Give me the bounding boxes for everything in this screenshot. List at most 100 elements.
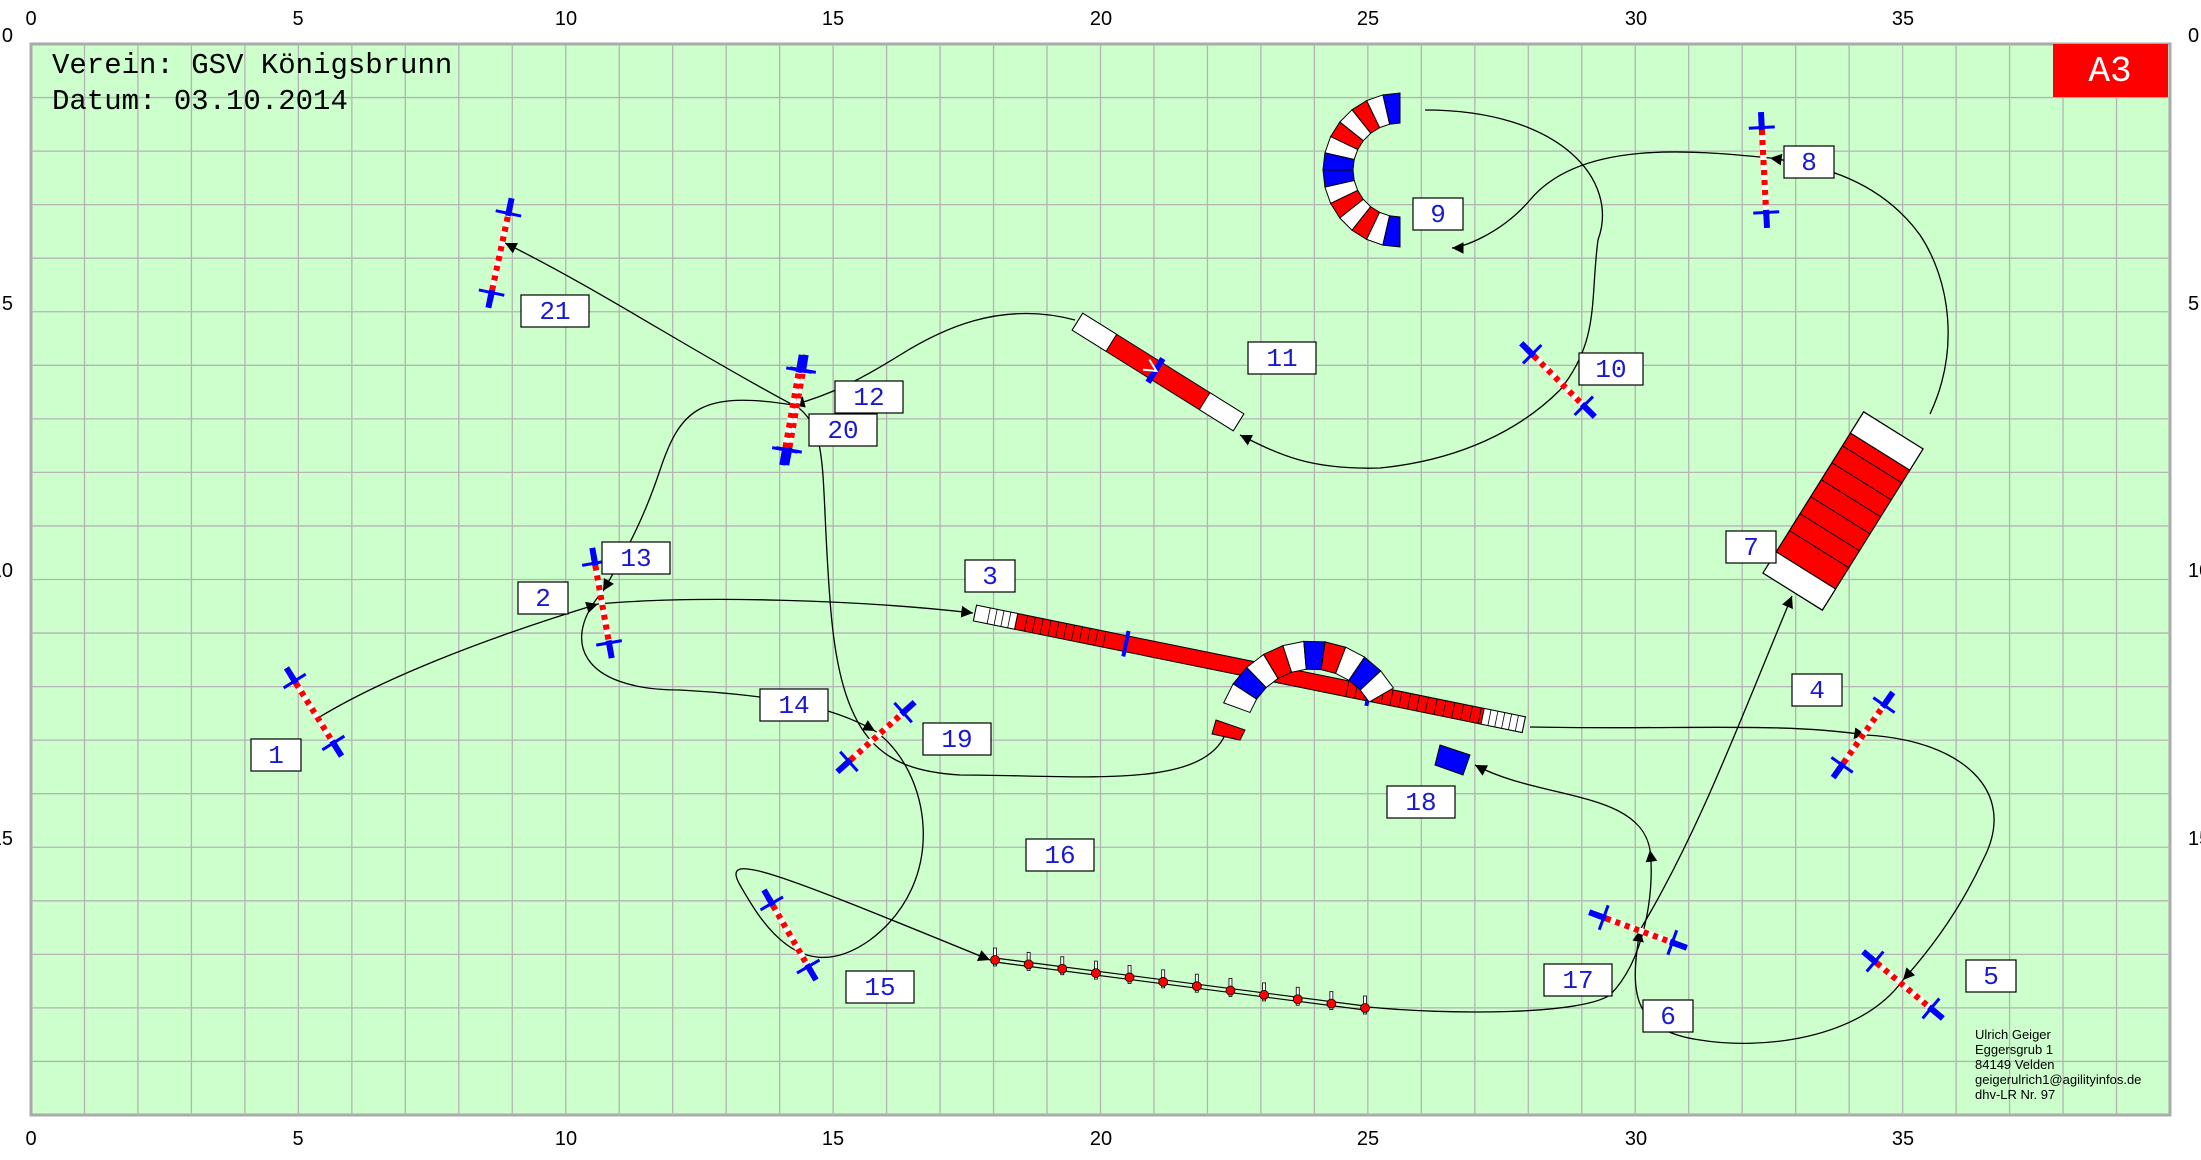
y-tick: 5	[2, 293, 13, 315]
x-axis-top: 0 5 10 15 20 25 30 35	[25, 8, 1914, 30]
path-18-19	[794, 404, 1226, 778]
author-city: 84149 Velden	[1975, 1057, 2055, 1072]
obstacle-number: 1	[268, 741, 284, 771]
obstacle-number: 12	[853, 383, 884, 413]
x-tick: 15	[822, 1128, 844, 1150]
y-tick: 0	[2, 25, 13, 47]
obstacle-label: 17	[1543, 963, 1613, 997]
hurdle	[1861, 949, 1945, 1021]
hurdle	[282, 666, 346, 758]
x-tick: 25	[1357, 8, 1379, 30]
obstacle-number: 20	[827, 416, 858, 446]
tunnel-segment	[1359, 670, 1395, 703]
x-tick: 20	[1090, 1128, 1112, 1150]
obstacle-label: 9	[1412, 197, 1464, 231]
hurdle	[478, 197, 522, 309]
x-tick: 30	[1625, 1128, 1647, 1150]
hurdle	[1830, 690, 1896, 780]
tunnel-9	[1322, 92, 1401, 248]
y-tick: 15	[2188, 828, 2201, 850]
obstacle-label: 11	[1247, 341, 1317, 375]
path-1-2	[317, 601, 599, 719]
y-tick: 5	[2188, 293, 2199, 315]
handler-path	[317, 109, 1995, 1044]
hurdle	[759, 888, 821, 982]
obstacle-label: 20	[808, 413, 878, 447]
obstacle-number: 6	[1660, 1002, 1676, 1032]
obstacle-number: 13	[620, 544, 651, 574]
obstacle-16-weave	[990, 947, 1370, 1015]
x-tick: 25	[1357, 1128, 1379, 1150]
x-tick: 0	[25, 1128, 36, 1150]
obstacle-number: 18	[1405, 788, 1436, 818]
y-tick: 10	[0, 560, 13, 582]
author-license: dhv-LR Nr. 97	[1975, 1087, 2055, 1102]
obstacle-number: 7	[1743, 533, 1759, 563]
obstacle-label: 18	[1386, 785, 1456, 819]
path-5-6	[1632, 929, 1904, 1044]
x-tick: 35	[1892, 8, 1914, 30]
path-11-12	[792, 312, 1076, 408]
obstacle-label: 13	[601, 541, 671, 575]
obstacle-number: 10	[1595, 355, 1626, 385]
path-10-11	[1239, 389, 1561, 469]
author-email: geigerulrich1@agilityinfos.de	[1975, 1072, 2141, 1087]
club-line: Verein: GSV Königsbrunn	[52, 49, 452, 82]
hurdle	[581, 547, 623, 659]
obstacle-number: 4	[1809, 676, 1825, 706]
obstacle-number: 21	[539, 297, 570, 327]
obstacle-label: 15	[845, 970, 915, 1004]
obstacle-label: 8	[1783, 145, 1835, 179]
path-20-21	[504, 242, 794, 406]
tunnel-center	[1211, 640, 1471, 776]
obstacle-number: 3	[982, 562, 998, 592]
obstacle-label: 7	[1725, 530, 1777, 564]
y-tick: 15	[0, 828, 13, 850]
x-tick: 10	[555, 8, 577, 30]
grid	[31, 44, 2170, 1115]
hurdle	[1748, 111, 1780, 229]
path-4-5	[1865, 734, 1995, 981]
obstacle-label: 10	[1578, 352, 1644, 386]
hurdle	[771, 354, 813, 466]
path-17-18	[1474, 764, 1651, 851]
date-line: Datum: 03.10.2014	[52, 85, 348, 118]
x-tick: 20	[1090, 8, 1112, 30]
path-9-10	[1424, 109, 1603, 391]
obstacle-number: 17	[1562, 966, 1593, 996]
y-tick: 0	[2188, 25, 2199, 47]
y-axis-left: 0 5 10 15	[0, 25, 13, 850]
hurdles	[282, 111, 1945, 1021]
x-tick: 30	[1625, 8, 1647, 30]
x-tick: 5	[292, 1128, 303, 1150]
obstacle-number: 2	[535, 584, 551, 614]
obstacle-number: 16	[1044, 841, 1075, 871]
obstacle-label: 4	[1791, 673, 1843, 707]
path-14-15	[735, 730, 991, 961]
obstacle-label: 6	[1642, 999, 1694, 1033]
obstacle-label: 1	[250, 738, 302, 772]
x-tick: 10	[555, 1128, 577, 1150]
author-block: Ulrich Geiger Eggersgrub 1 84149 Velden …	[1975, 1027, 2141, 1102]
obstacle-label: 5	[1965, 959, 2017, 993]
obstacle-label: 3	[964, 559, 1016, 593]
x-tick: 35	[1892, 1128, 1914, 1150]
author-name: Ulrich Geiger	[1975, 1027, 2052, 1042]
obstacle-11-seesaw	[1071, 312, 1245, 432]
path-16-17	[1367, 849, 1658, 1013]
x-tick: 0	[25, 8, 36, 30]
obstacle-number: 15	[864, 973, 895, 1003]
y-tick: 10	[2188, 560, 2201, 582]
y-axis-right: 0 5 10 15	[2188, 25, 2201, 850]
x-tick: 5	[292, 8, 303, 30]
tunnel-segment	[1382, 215, 1401, 248]
path-6-7	[1639, 595, 1793, 931]
obstacle-number: 11	[1266, 344, 1297, 374]
class-badge-label: A3	[2088, 51, 2131, 92]
hurdle	[835, 699, 917, 775]
obstacle-number: 5	[1983, 962, 1999, 992]
obstacle-number: 14	[778, 691, 809, 721]
obstacle-7-aframe	[1762, 411, 1924, 611]
